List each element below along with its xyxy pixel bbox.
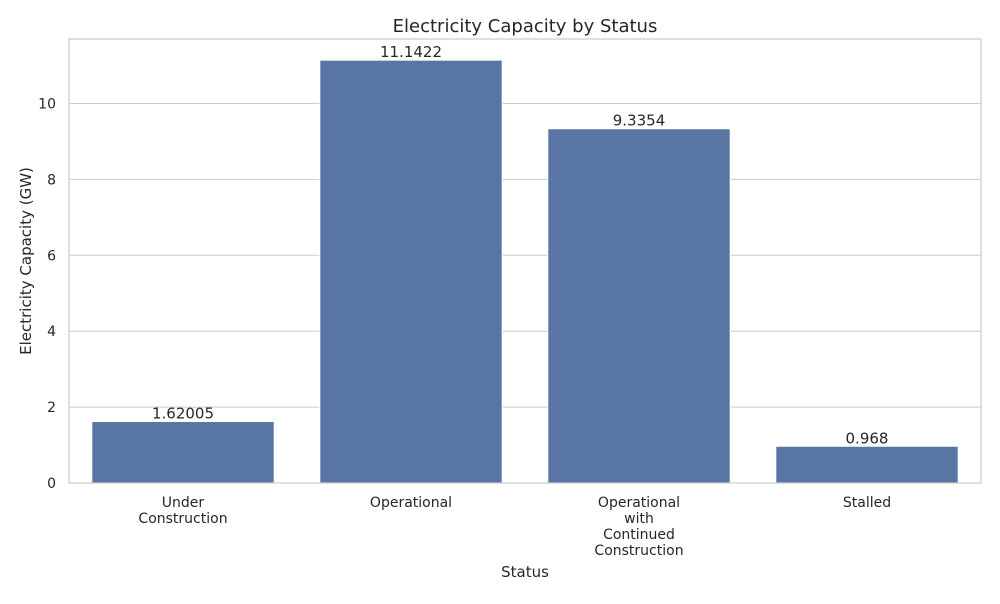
data-labels: 1.62005 11.1422 9.3354 0.968 [152,43,888,447]
y-tick-label: 10 [38,97,56,113]
bar-value-label: 0.968 [846,429,889,447]
x-axis-title: Status [501,563,549,581]
y-tick-label: 6 [47,248,56,264]
bar-value-label: 11.1422 [380,43,442,61]
y-tick-label: 0 [47,476,56,492]
bar [91,421,275,484]
y-tick-label: 8 [47,172,56,188]
y-tick-labels: 0 2 4 6 8 10 [38,97,56,492]
plot-frame [68,38,982,484]
bar [775,445,959,484]
grid-lines [69,103,981,408]
x-tick-label: Stalled [843,495,891,511]
bar-value-label: 1.62005 [152,405,214,423]
x-tick-label: Operational with Continued Construction [594,495,683,559]
y-axis-title: Electricity Capacity (GW) [17,167,35,355]
x-tick-label: Operational [370,495,452,511]
bar-value-label: 9.3354 [613,112,666,130]
bar [547,128,731,484]
bars [91,59,959,484]
y-tick-label: 4 [47,324,56,340]
x-tick-label: Under Construction [138,495,227,527]
y-tick-label: 2 [47,400,56,416]
bar [319,59,503,484]
x-tick-labels: Under Construction Operational Operational w… [138,495,891,559]
chart-title: Electricity Capacity by Status [393,16,658,37]
